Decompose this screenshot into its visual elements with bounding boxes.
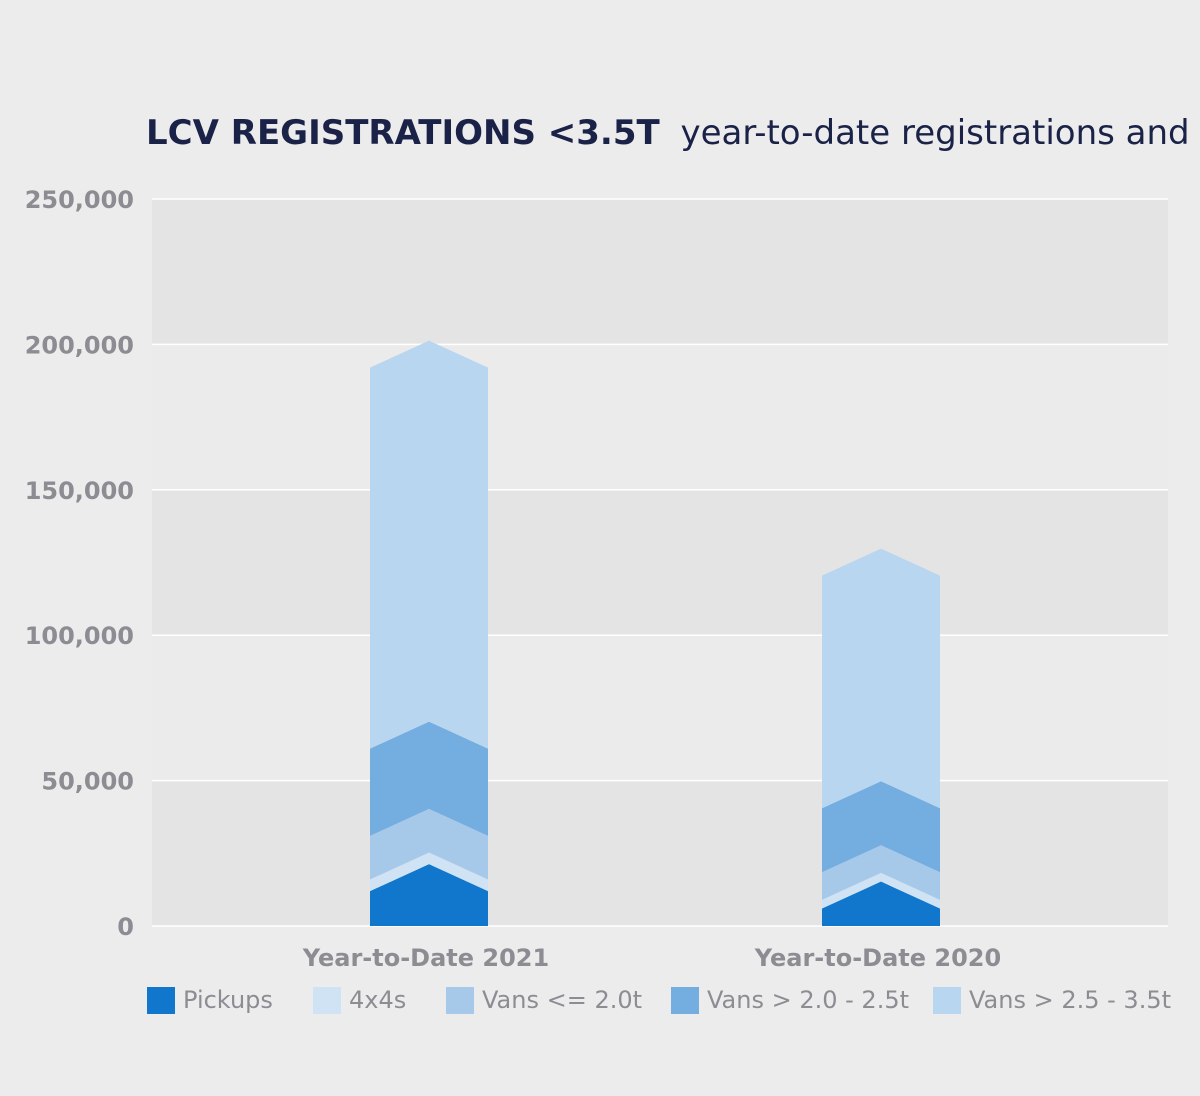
- bar-segment: [370, 808, 488, 880]
- grid-band: [152, 780, 1168, 926]
- legend-item: Pickups: [147, 986, 273, 1014]
- y-tick-label: 200,000: [25, 331, 134, 359]
- x-axis-ticks: Year-to-Date 2021 Year-to-Date 2020: [302, 944, 1001, 972]
- chart-title-bold: LCV REGISTRATIONS <3.5T: [146, 113, 661, 153]
- chart-title-rest: year-to-date registrations and split: [681, 113, 1200, 153]
- y-tick-label: 100,000: [25, 622, 134, 650]
- legend-label: Vans <= 2.0t: [482, 986, 642, 1014]
- legend-label: Pickups: [183, 986, 273, 1014]
- bar-segment: [370, 852, 488, 892]
- bar-segment: [822, 548, 940, 809]
- bar-segment: [370, 340, 488, 749]
- y-tick-label: 250,000: [25, 186, 134, 214]
- grid-band: [152, 199, 1168, 345]
- legend-label: Vans > 2.0 - 2.5t: [707, 986, 909, 1014]
- legend: Pickups 4x4s Vans <= 2.0t Vans > 2.0 - 2.5t…: [147, 986, 1171, 1014]
- legend-swatch: [671, 987, 699, 1014]
- bar-segment: [822, 881, 940, 926]
- y-tick-label: 50,000: [41, 768, 134, 796]
- y-tick-label: 0: [117, 913, 134, 941]
- legend-swatch: [147, 987, 175, 1014]
- legend-label: 4x4s: [349, 986, 406, 1014]
- legend-swatch: [446, 987, 474, 1014]
- plot-bands: [152, 199, 1168, 926]
- legend-item: Vans <= 2.0t: [446, 986, 642, 1014]
- bars: [370, 340, 940, 926]
- y-axis-ticks: 0 50,000 100,000 150,000 200,000 250,000: [25, 186, 134, 941]
- grid-band: [152, 489, 1168, 636]
- x-tick-label: Year-to-Date 2020: [754, 944, 1001, 972]
- legend-item: Vans > 2.5 - 3.5t: [933, 986, 1171, 1014]
- grid-band: [152, 635, 1168, 781]
- legend-item: 4x4s: [313, 986, 406, 1014]
- legend-swatch: [313, 987, 341, 1014]
- y-tick-label: 150,000: [25, 477, 134, 505]
- bar-segment: [370, 864, 488, 926]
- bar-stack: [822, 548, 940, 926]
- bar-segment: [822, 781, 940, 873]
- legend-item: Vans > 2.0 - 2.5t: [671, 986, 909, 1014]
- bar-segment: [822, 872, 940, 909]
- legend-swatch: [933, 987, 961, 1014]
- bar-segment: [822, 845, 940, 900]
- gridlines: [152, 198, 1168, 927]
- bar-segment: [370, 721, 488, 836]
- chart-title: LCV REGISTRATIONS <3.5T year-to-date reg…: [146, 113, 1200, 153]
- grid-band: [152, 344, 1168, 490]
- legend-label: Vans > 2.5 - 3.5t: [969, 986, 1171, 1014]
- x-tick-label: Year-to-Date 2021: [302, 944, 549, 972]
- bar-stack: [370, 340, 488, 926]
